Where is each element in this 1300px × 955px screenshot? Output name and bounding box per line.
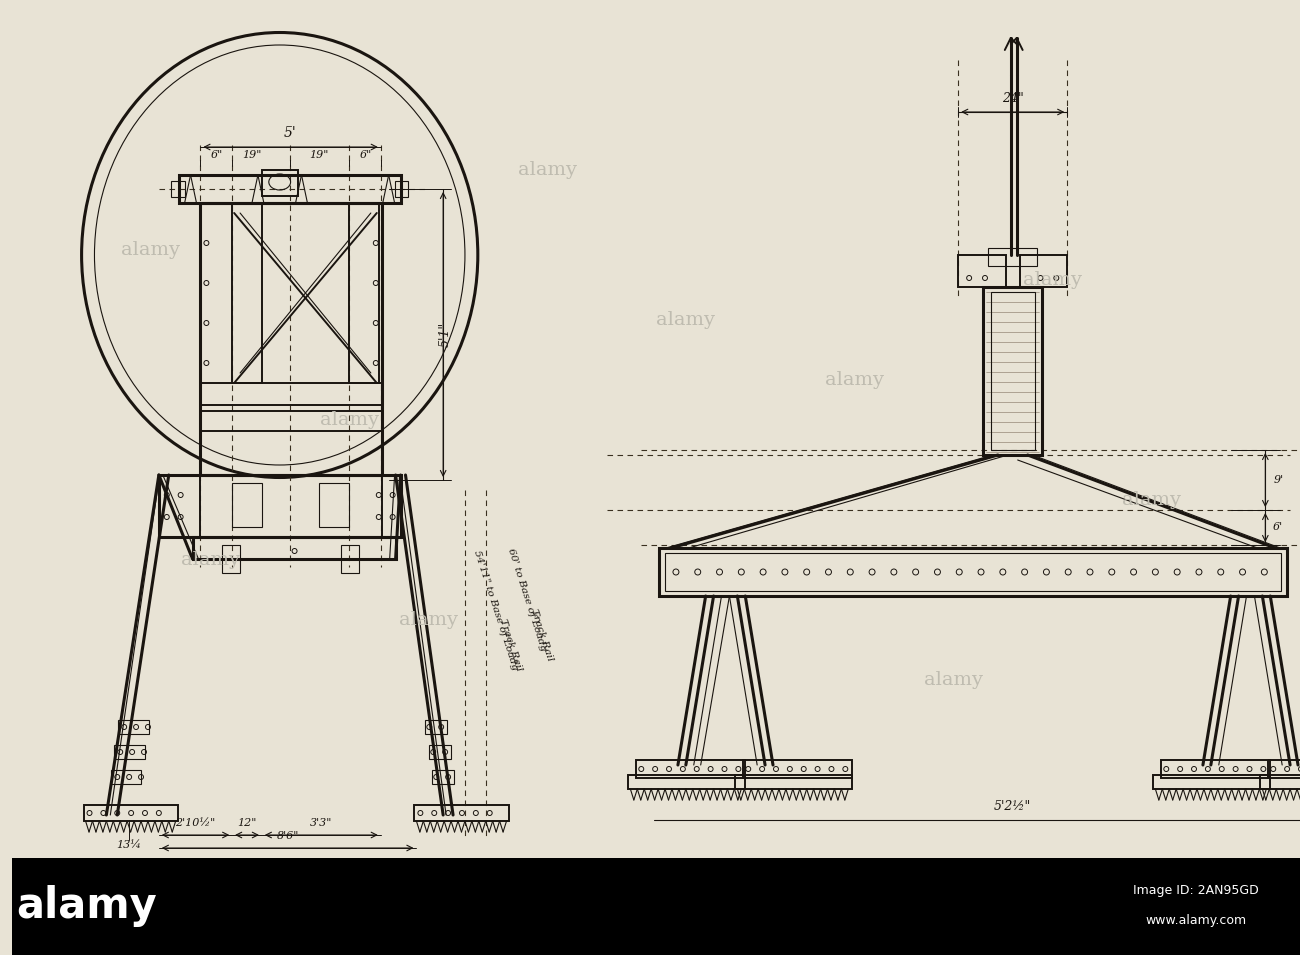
Text: alamy: alamy <box>181 551 240 569</box>
Bar <box>348 203 378 383</box>
Bar <box>222 545 240 573</box>
Bar <box>83 805 178 821</box>
Text: Track Rail: Track Rail <box>529 607 555 662</box>
Bar <box>744 760 853 778</box>
Text: 8'6": 8'6" <box>277 831 299 841</box>
Text: 2'10½": 2'10½" <box>176 818 216 828</box>
Text: alamy: alamy <box>656 311 715 329</box>
Bar <box>261 170 298 196</box>
Bar <box>178 175 400 203</box>
Text: alamy: alamy <box>320 411 378 429</box>
Bar <box>341 545 359 573</box>
Bar <box>112 770 140 784</box>
Bar <box>991 292 1035 450</box>
Text: 5': 5' <box>283 126 296 140</box>
Bar <box>736 775 853 789</box>
Bar <box>1019 255 1067 287</box>
Bar <box>415 805 508 821</box>
Bar <box>429 745 451 759</box>
Bar <box>200 475 382 537</box>
Text: www.alamy.com: www.alamy.com <box>1145 914 1247 926</box>
Bar <box>425 720 447 734</box>
Text: 12": 12" <box>238 818 256 828</box>
Bar <box>12 858 1300 955</box>
Bar <box>1153 775 1270 789</box>
Bar <box>628 775 745 789</box>
Text: 6": 6" <box>211 150 222 160</box>
Bar <box>983 287 1043 455</box>
Text: 13¼: 13¼ <box>117 840 142 850</box>
Bar <box>200 383 382 405</box>
Bar <box>233 483 261 527</box>
Text: alamy: alamy <box>824 371 884 389</box>
Text: alamy: alamy <box>924 671 983 689</box>
Text: 19": 19" <box>242 150 261 160</box>
Bar <box>1269 760 1300 778</box>
Text: Image ID: 2AN95GD: Image ID: 2AN95GD <box>1134 883 1258 897</box>
Text: alamy: alamy <box>1023 271 1082 289</box>
Text: 5'2½": 5'2½" <box>994 799 1031 813</box>
Bar <box>170 181 185 197</box>
Bar <box>958 255 1006 287</box>
Text: 6": 6" <box>360 150 372 160</box>
Text: 19": 19" <box>309 150 329 160</box>
Text: alamy: alamy <box>1122 491 1180 509</box>
Text: 60' to Base of Loadg: 60' to Base of Loadg <box>507 547 549 652</box>
Bar <box>636 760 745 778</box>
Bar <box>1261 775 1300 789</box>
Text: alamy: alamy <box>121 241 181 259</box>
Text: Track Rail: Track Rail <box>498 618 523 672</box>
Text: 6': 6' <box>1273 522 1283 532</box>
Bar <box>433 770 454 784</box>
Text: 9': 9' <box>1273 475 1283 485</box>
Text: alamy: alamy <box>16 885 157 927</box>
Bar <box>659 548 1287 596</box>
Text: 24": 24" <box>1002 93 1023 105</box>
Text: alamy: alamy <box>517 161 577 179</box>
Text: 3'3": 3'3" <box>311 818 333 828</box>
Bar <box>666 553 1282 591</box>
Bar <box>988 248 1037 266</box>
Bar <box>200 411 382 431</box>
Text: 54'11" to Base of Loadg: 54'11" to Base of Loadg <box>472 549 519 671</box>
Bar <box>320 483 348 527</box>
Bar <box>192 537 395 559</box>
Text: 5'1": 5'1" <box>438 322 451 347</box>
Bar <box>118 720 150 734</box>
Bar <box>159 475 400 537</box>
Bar <box>114 745 146 759</box>
Bar <box>233 203 261 383</box>
Bar <box>1161 760 1270 778</box>
Bar <box>200 203 382 475</box>
Bar <box>395 181 408 197</box>
Text: alamy: alamy <box>399 611 458 629</box>
